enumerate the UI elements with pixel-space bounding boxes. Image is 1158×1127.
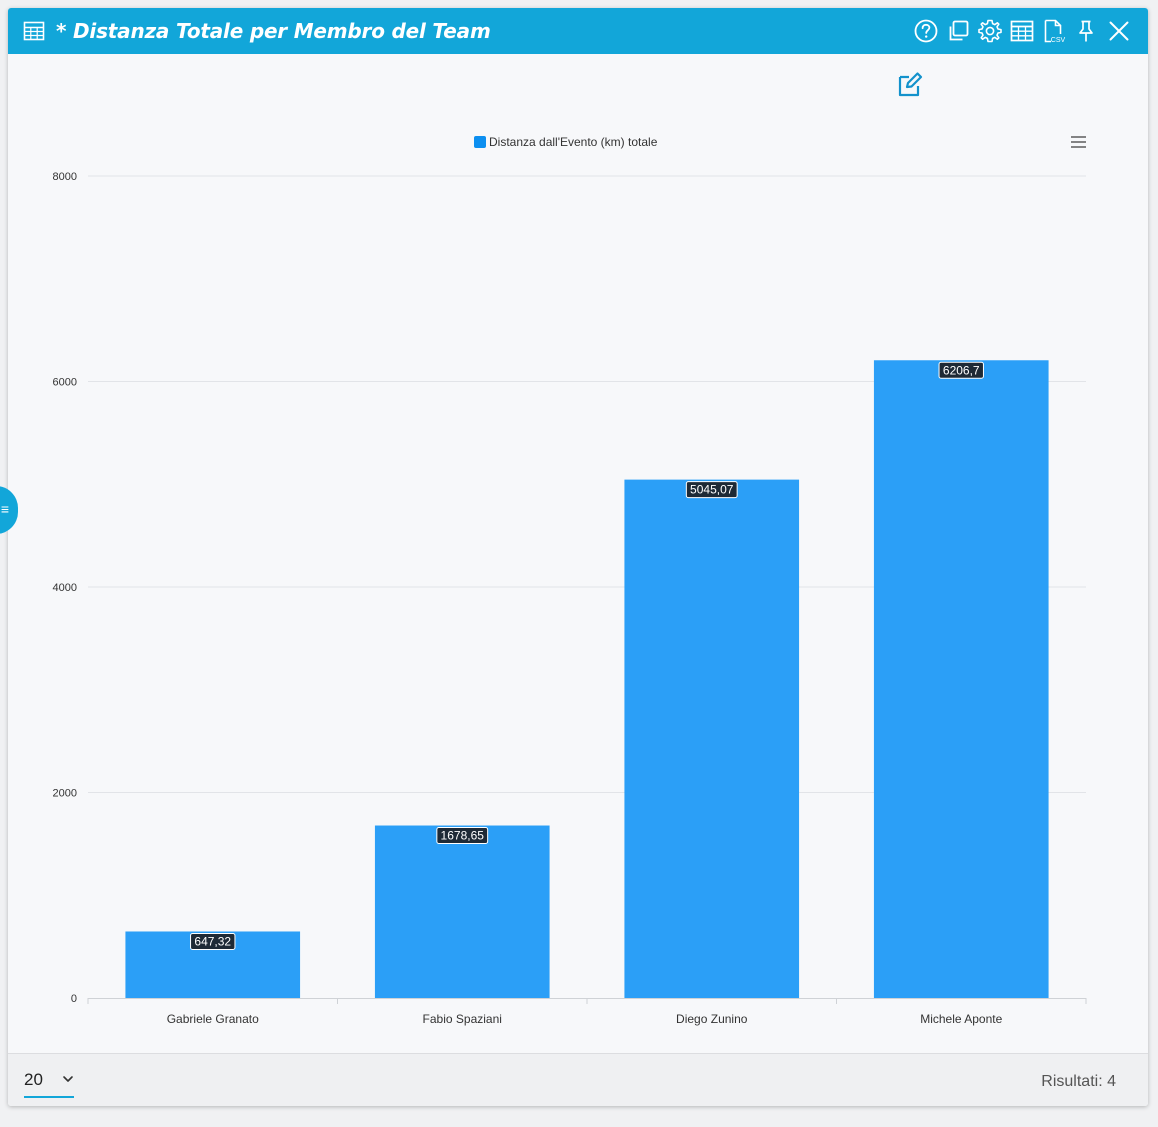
chart-menu-icon[interactable] (1068, 132, 1090, 152)
data-label-box (685, 481, 738, 499)
data-label: 6206,7 (938, 361, 984, 379)
data-label: 647,32 (190, 932, 236, 950)
table-icon (23, 21, 45, 41)
menu-icon: ≡ (0, 501, 9, 517)
data-label: 5045,07 (685, 481, 738, 499)
table-view-icon[interactable] (1009, 18, 1035, 44)
side-panel-toggle[interactable]: ≡ (0, 486, 18, 534)
y-tick-label: 2000 (53, 788, 77, 800)
window-footer: 20 Risultati: 4 (8, 1053, 1148, 1106)
chart-legend[interactable]: Distanza dall'Evento (km) totale (474, 135, 658, 149)
settings-icon[interactable] (977, 18, 1003, 44)
chart-window: * Distanza Totale per Membro del Team (8, 8, 1148, 1106)
duplicate-icon[interactable] (945, 18, 971, 44)
x-tick-label: Michele Aponte (920, 1012, 1002, 1026)
data-label-text: 647,32 (194, 934, 231, 948)
data-label-box (190, 932, 236, 950)
bar[interactable] (624, 479, 800, 999)
results-count: Risultati: 4 (1041, 1073, 1116, 1090)
data-label-text: 1678,65 (441, 829, 485, 843)
y-tick-label: 6000 (53, 377, 77, 389)
window-title: * Distanza Totale per Membro del Team (56, 19, 491, 43)
data-label-text: 6206,7 (943, 363, 980, 377)
csv-icon[interactable]: CSV (1041, 18, 1067, 44)
chevron-down-icon (63, 1076, 73, 1082)
y-tick-label: 0 (71, 993, 77, 1005)
data-label-box (938, 361, 984, 379)
legend-swatch (474, 136, 486, 148)
window-titlebar: * Distanza Totale per Membro del Team (8, 8, 1148, 54)
edit-icon[interactable] (896, 70, 924, 98)
close-icon[interactable] (1106, 18, 1132, 44)
page-size-value: 20 (24, 1070, 43, 1089)
data-label: 1678,65 (436, 827, 489, 845)
y-tick-label: 4000 (53, 582, 77, 594)
help-icon[interactable] (913, 18, 939, 44)
legend-label: Distanza dall'Evento (km) totale (489, 135, 658, 149)
x-tick-label: Gabriele Granato (167, 1012, 259, 1026)
bar[interactable] (374, 825, 550, 998)
data-label-box (436, 827, 489, 845)
bar[interactable] (873, 360, 1049, 998)
pin-icon[interactable] (1073, 18, 1099, 44)
bar-chart: 647,32 1678,65 5045,07 6206,7 0 2000 4000 6000… (53, 132, 1090, 1026)
data-label-text: 5045,07 (690, 483, 734, 497)
csv-icon-label: CSV (1051, 37, 1066, 44)
x-tick-label: Diego Zunino (676, 1012, 748, 1026)
y-tick-label: 8000 (53, 171, 77, 183)
x-tick-label: Fabio Spaziani (423, 1012, 502, 1026)
page-size-select[interactable]: 20 (24, 1064, 74, 1098)
